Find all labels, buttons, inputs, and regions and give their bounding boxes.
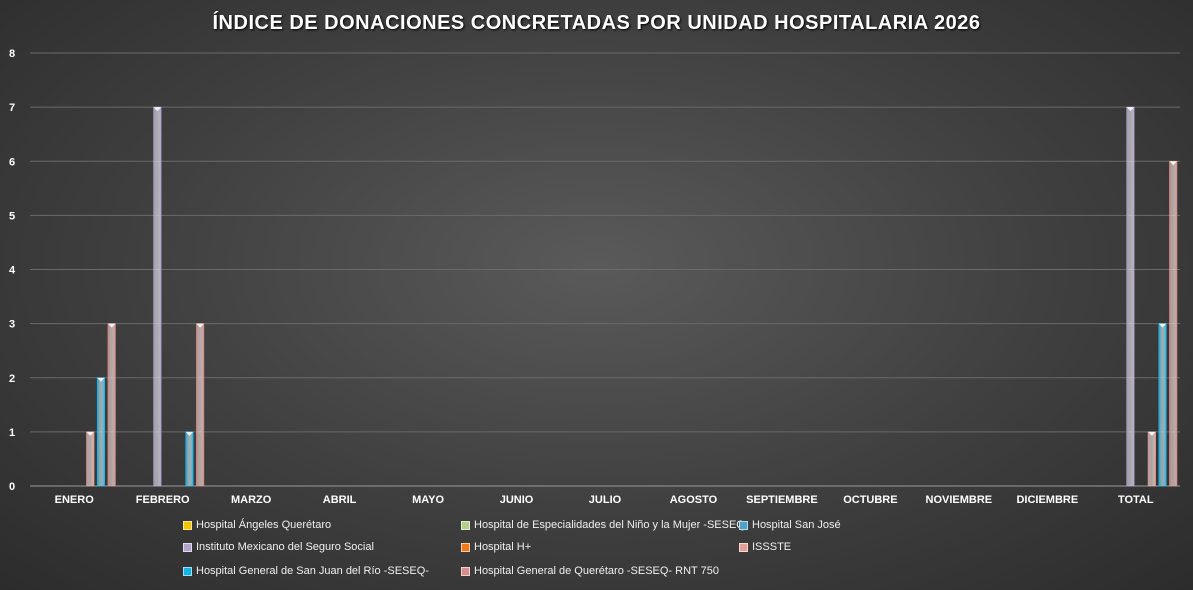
bar [1126,106,1135,487]
x-tick-label: TOTAL [1118,494,1154,506]
x-tick-label: OCTUBRE [843,494,897,506]
y-tick-label: 7 [9,102,15,114]
bar-cap [1148,431,1156,436]
bar-cap [1169,161,1177,166]
y-tick-label: 4 [9,265,16,277]
x-tick-label: NOVIEMBRE [926,494,993,506]
y-tick-label: 6 [9,156,15,168]
x-tick-label: AGOSTO [670,494,718,506]
bar [96,377,106,487]
bar-cap [153,107,162,112]
bar [185,431,194,487]
x-tick-label: SEPTIEMBRE [746,494,818,506]
bar [86,431,95,487]
y-tick-label: 0 [9,481,15,493]
bar [107,323,116,487]
bar [1147,431,1156,487]
bar [1169,160,1178,487]
y-tick-label: 5 [9,210,15,222]
bar-cap [185,431,194,436]
bar [196,323,205,487]
chart-title: ÍNDICE DE DONACIONES CONCRETADAS POR UNI… [212,12,981,34]
bar [1158,323,1167,487]
y-tick-label: 2 [9,373,15,385]
bar-cap [196,323,204,328]
bar-cap [86,431,95,436]
x-tick-label: JUNIO [500,494,534,506]
bar [153,106,162,487]
x-tick-label: MARZO [231,494,272,506]
y-tick-label: 1 [9,427,15,439]
bar-cap [107,323,116,328]
x-tick-label: DICIEMBRE [1016,494,1078,506]
bar-cap [97,377,105,382]
x-tick-label: JULIO [589,494,622,506]
x-tick-label: MAYO [412,494,444,506]
y-tick-label: 8 [9,48,15,60]
x-tick-label: FEBRERO [136,494,190,506]
x-tick-label: ABRIL [323,494,357,506]
x-tick-label: ENERO [55,494,95,506]
bar-cap [1158,323,1167,328]
bar-cap [1126,107,1135,112]
y-tick-label: 3 [9,319,15,331]
